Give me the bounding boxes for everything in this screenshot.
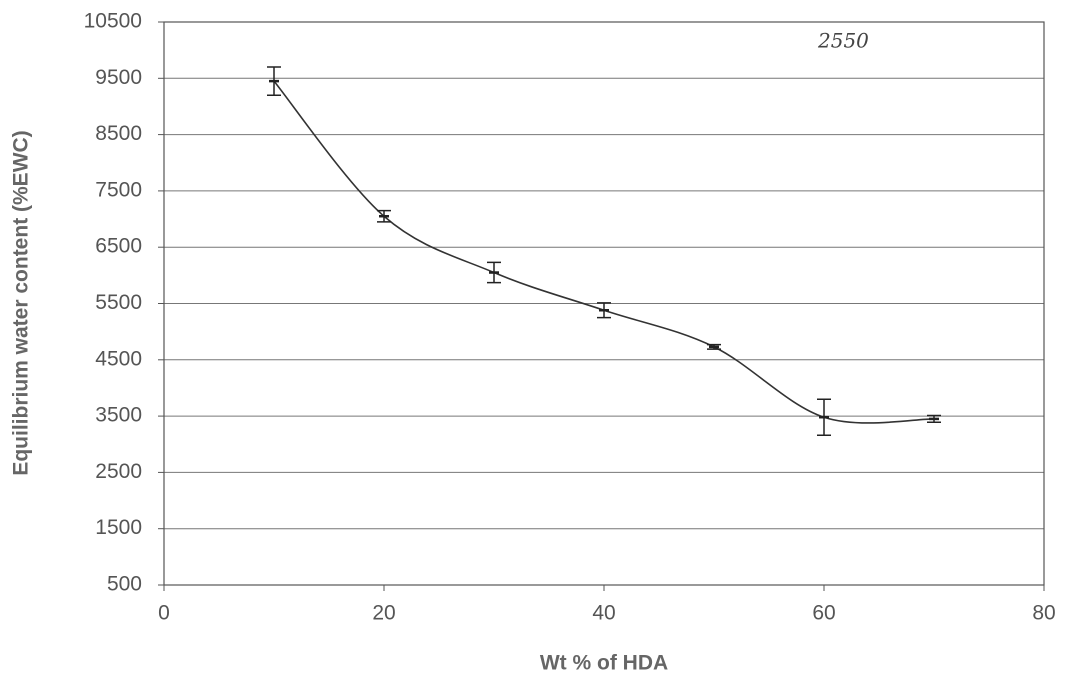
y-tick-label: 500 bbox=[107, 573, 142, 596]
y-tick-label: 10500 bbox=[84, 10, 142, 33]
x-axis-label: Wt % of HDA bbox=[540, 652, 668, 675]
y-tick-label: 4500 bbox=[95, 347, 142, 370]
y-tick-label: 6500 bbox=[95, 235, 142, 258]
chart: Wt % of HDA Equilibrium water content (%… bbox=[0, 0, 1073, 682]
y-tick-label: 8500 bbox=[95, 122, 142, 145]
y-tick-label: 5500 bbox=[95, 291, 142, 314]
x-tick-label: 80 bbox=[1032, 602, 1055, 625]
annotation: 2550 bbox=[817, 29, 869, 53]
x-tick-label: 0 bbox=[158, 602, 170, 625]
background bbox=[0, 0, 1073, 682]
x-tick-label: 40 bbox=[592, 602, 615, 625]
y-axis-label: Equilibrium water content (%EWC) bbox=[10, 130, 33, 475]
page: Wt % of HDA Equilibrium water content (%… bbox=[0, 0, 1073, 682]
y-tick-label: 7500 bbox=[95, 178, 142, 201]
y-tick-label: 2500 bbox=[95, 460, 142, 483]
y-tick-label: 3500 bbox=[95, 404, 142, 427]
y-tick-label: 1500 bbox=[95, 516, 142, 539]
x-tick-label: 20 bbox=[372, 602, 395, 625]
x-tick-label: 60 bbox=[812, 602, 835, 625]
y-tick-label: 9500 bbox=[95, 66, 142, 89]
